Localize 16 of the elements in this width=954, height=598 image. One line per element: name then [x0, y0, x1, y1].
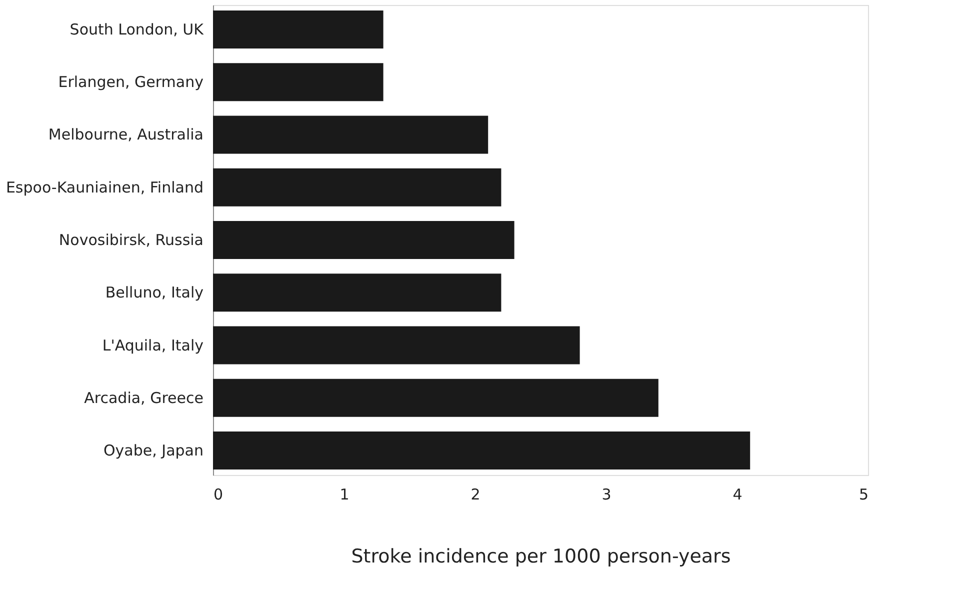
y-tick-label: L'Aquila, Italy: [102, 336, 204, 354]
y-tick-label: Melbourne, Australia: [48, 126, 204, 144]
y-tick-label: Arcadia, Greece: [84, 388, 204, 407]
x-tick-label: 3: [602, 486, 612, 504]
x-axis-title: Stroke incidence per 1000 person-years: [351, 546, 731, 568]
y-tick-label: Espoo-Kauniainen, Finland: [6, 178, 204, 196]
x-tick-label: 2: [470, 486, 480, 504]
y-tick-label: Oyabe, Japan: [104, 442, 204, 460]
x-tick-label: 0: [214, 486, 224, 504]
x-tick-label: 4: [732, 486, 742, 504]
y-tick-label: Erlangen, Germany: [58, 73, 204, 92]
x-tick-label: 1: [340, 486, 350, 504]
y-tick-label: Belluno, Italy: [105, 284, 204, 302]
y-tick-label: Novosibirsk, Russia: [58, 231, 204, 249]
x-tick-label: 5: [858, 486, 868, 504]
y-tick-label: South London, UK: [70, 20, 205, 38]
